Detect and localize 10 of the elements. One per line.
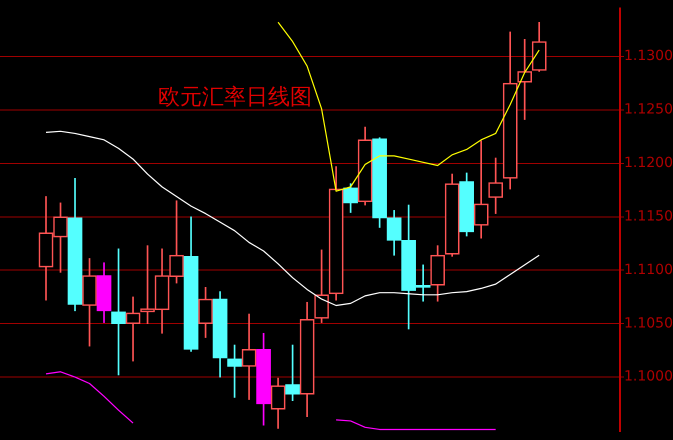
y-tick-label: 1.1250 — [624, 102, 673, 118]
y-tick-label: 1.1100 — [624, 262, 673, 278]
text: 欧元汇率日线图 — [158, 85, 312, 110]
y-tick-label: 1.1300 — [624, 48, 673, 64]
y-tick-label: 1.1050 — [624, 315, 673, 332]
y-tick-label: 1.1200 — [624, 155, 673, 171]
y-tick-label: 1.1000 — [624, 368, 673, 385]
candlestick — [111, 248, 126, 376]
candlestick — [126, 296, 140, 362]
y-tick-label: 1.1150 — [624, 208, 673, 224]
